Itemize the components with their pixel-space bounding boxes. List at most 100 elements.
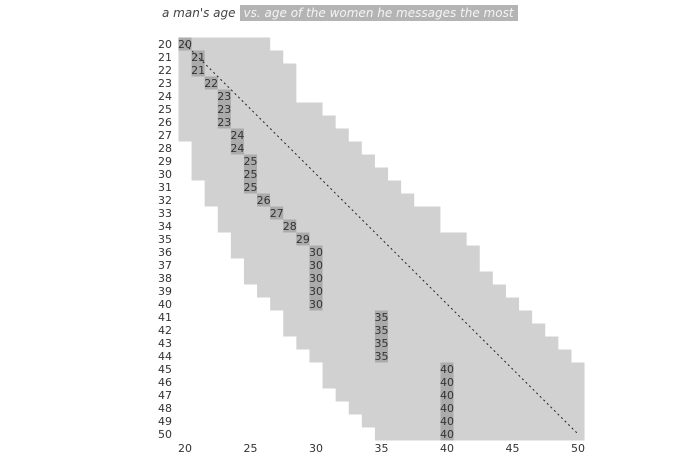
most-messaged-label: 21 (191, 51, 205, 64)
x-tick-label: 35 (375, 442, 389, 455)
y-tick-label: 28 (158, 142, 172, 155)
age-range (178, 63, 297, 77)
most-messaged (440, 401, 454, 415)
most-messaged (257, 193, 271, 207)
most-messaged (440, 362, 454, 376)
x-tick-label: 25 (244, 442, 258, 455)
y-tick-label: 33 (158, 207, 172, 220)
most-messaged (217, 89, 231, 103)
most-messaged-label: 24 (230, 129, 244, 142)
title-main: a man's age (162, 6, 236, 20)
most-messaged-label: 28 (283, 220, 297, 233)
y-tick-label: 29 (158, 155, 172, 168)
y-tick-label: 27 (158, 129, 172, 142)
most-messaged-label: 30 (309, 272, 323, 285)
x-tick-label: 40 (440, 442, 454, 455)
y-tick-label: 47 (158, 389, 172, 402)
y-tick-label: 43 (158, 337, 172, 350)
age-range (230, 245, 480, 259)
age-range (178, 102, 323, 116)
most-messaged (217, 115, 231, 129)
most-messaged (243, 167, 258, 181)
y-tick-label: 21 (158, 51, 172, 64)
most-messaged-label: 23 (217, 90, 231, 103)
most-messaged (191, 50, 205, 64)
y-tick-label: 39 (158, 285, 172, 298)
most-messaged-label: 35 (375, 337, 389, 350)
most-messaged (309, 284, 323, 298)
most-messaged-label: 23 (217, 103, 231, 116)
y-tick-label: 40 (158, 298, 172, 311)
most-messaged-label: 24 (230, 142, 244, 155)
y-tick-label: 22 (158, 64, 172, 77)
age-range (217, 219, 441, 233)
most-messaged (440, 388, 454, 402)
y-tick-label: 30 (158, 168, 172, 181)
y-tick-label: 26 (158, 116, 172, 129)
x-tick-label: 50 (571, 442, 585, 455)
most-messaged (230, 141, 244, 155)
most-messaged (309, 258, 323, 272)
most-messaged-label: 40 (440, 376, 454, 389)
most-messaged-label: 30 (309, 298, 323, 311)
most-messaged-label: 40 (440, 428, 454, 441)
y-tick-label: 44 (158, 350, 172, 363)
age-range (191, 167, 389, 181)
x-tick-label: 45 (506, 442, 520, 455)
most-messaged-label: 23 (217, 116, 231, 129)
highlights: 2021212223232324242525252627282930303030… (178, 37, 454, 441)
y-tick-label: 48 (158, 402, 172, 415)
age-range (178, 115, 336, 129)
most-messaged (217, 102, 231, 116)
most-messaged-label: 25 (244, 181, 258, 194)
y-tick-label: 24 (158, 90, 172, 103)
most-messaged (374, 323, 389, 337)
chart-title: a man's age vs. age of the women he messa… (162, 5, 518, 21)
age-range (270, 297, 520, 311)
y-tick-label: 50 (158, 428, 172, 441)
most-messaged (296, 232, 310, 246)
most-messaged-label: 30 (309, 285, 323, 298)
y-tick-label: 36 (158, 246, 172, 259)
age-range (257, 284, 506, 298)
age-range (243, 258, 480, 272)
age-range (243, 271, 493, 285)
y-tick-label: 32 (158, 194, 172, 207)
x-tick-label: 30 (309, 442, 323, 455)
most-messaged-label: 40 (440, 363, 454, 376)
most-messaged-label: 35 (375, 311, 389, 324)
most-messaged-label: 29 (296, 233, 310, 246)
age-range (178, 37, 271, 51)
most-messaged-label: 30 (309, 259, 323, 272)
most-messaged (283, 219, 297, 233)
most-messaged-label: 26 (257, 194, 271, 207)
most-messaged-label: 27 (270, 207, 284, 220)
most-messaged-label: 35 (375, 324, 389, 337)
y-tick-label: 25 (158, 103, 172, 116)
age-range (335, 388, 585, 402)
y-tick-label: 46 (158, 376, 172, 389)
most-messaged-label: 40 (440, 389, 454, 402)
y-tick-label: 38 (158, 272, 172, 285)
age-range (178, 89, 297, 103)
subtitle: vs. age of the women he messages the mos… (239, 5, 518, 21)
y-tick-label: 31 (158, 181, 172, 194)
most-messaged-label: 40 (440, 415, 454, 428)
age-range (348, 401, 585, 415)
age-range (230, 232, 467, 246)
most-messaged (374, 336, 389, 350)
most-messaged (440, 427, 454, 441)
age-range (283, 323, 546, 337)
age-range (204, 180, 402, 194)
most-messaged-label: 40 (440, 402, 454, 415)
age-range (178, 128, 349, 142)
most-messaged (440, 375, 454, 389)
most-messaged (191, 63, 205, 77)
age-range (217, 206, 441, 220)
most-messaged-label: 21 (191, 64, 205, 77)
age-range (309, 349, 572, 363)
most-messaged (270, 206, 284, 220)
y-tick-label: 45 (158, 363, 172, 376)
most-messaged (309, 271, 323, 285)
